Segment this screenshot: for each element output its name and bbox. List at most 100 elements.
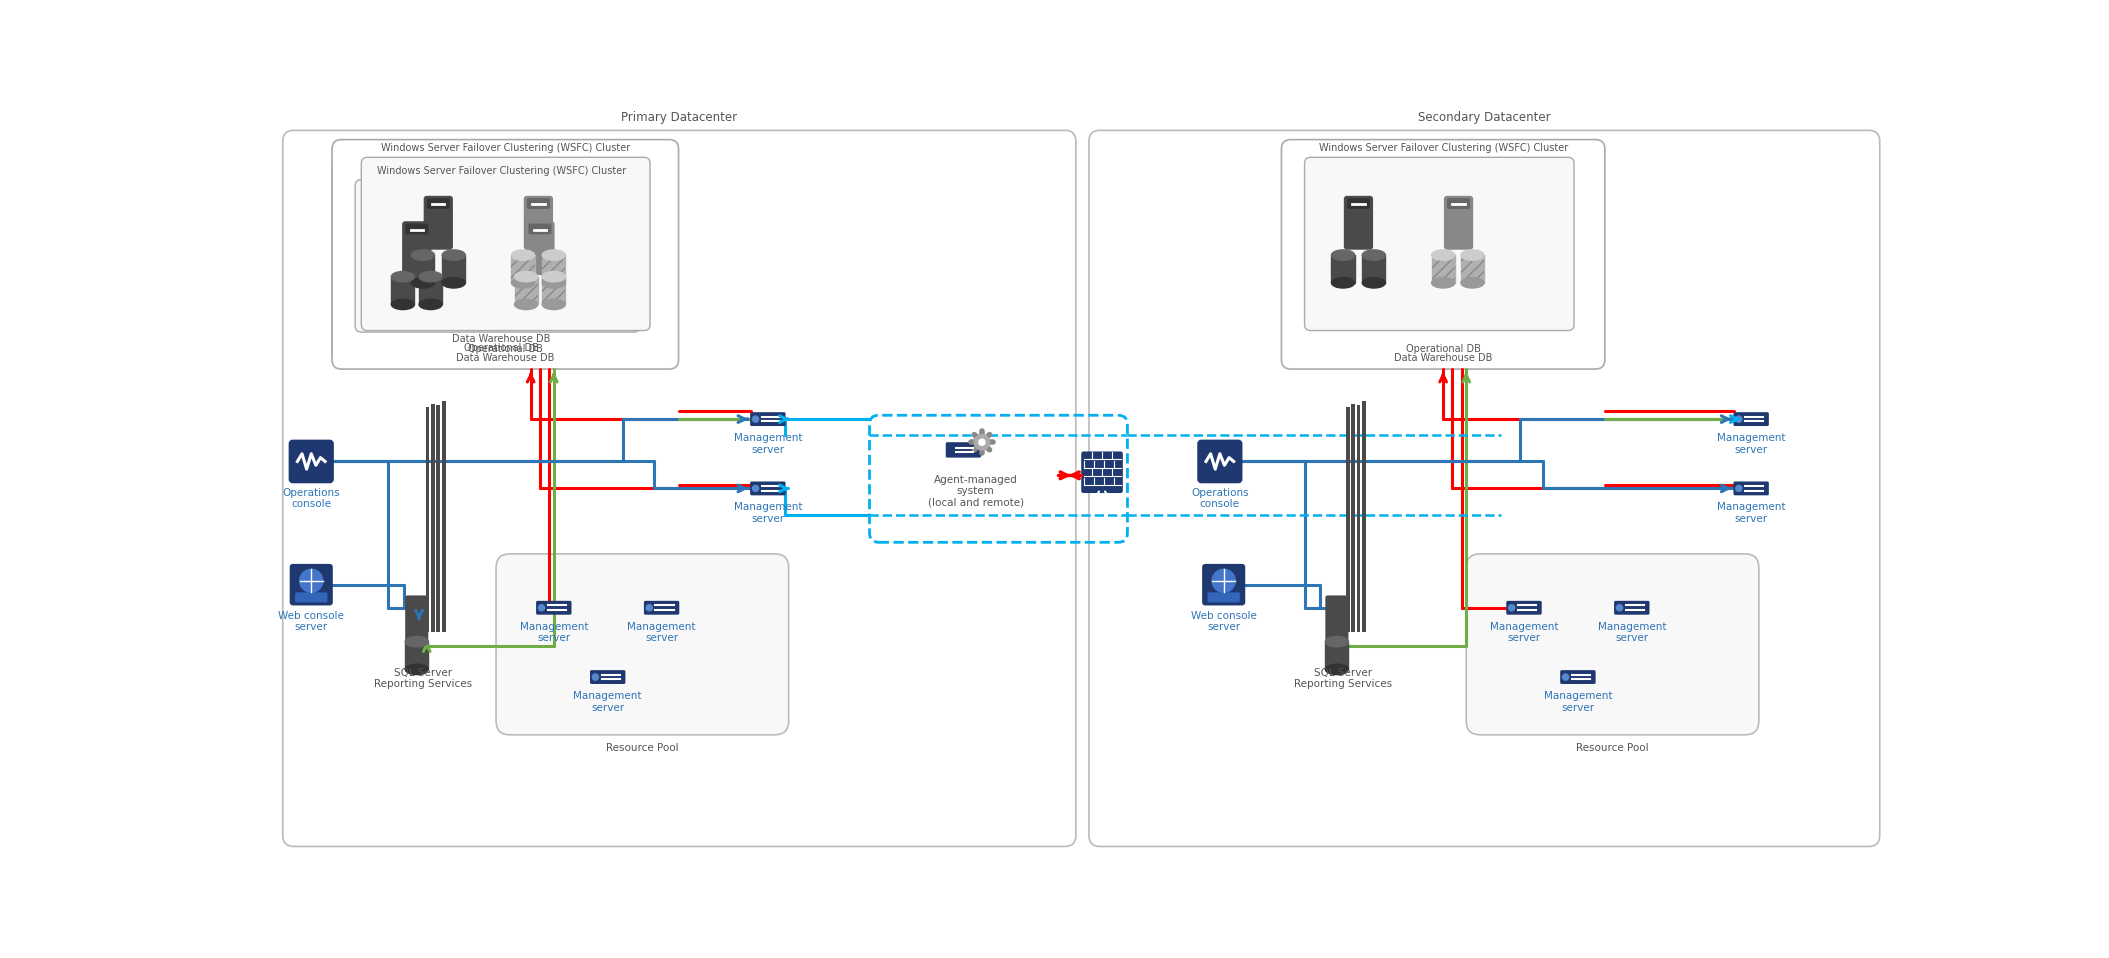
Circle shape: [753, 486, 759, 491]
Bar: [1331, 255, 1354, 283]
Bar: [542, 277, 565, 305]
FancyBboxPatch shape: [1613, 601, 1649, 615]
Ellipse shape: [392, 271, 415, 282]
FancyBboxPatch shape: [529, 223, 550, 235]
FancyBboxPatch shape: [1305, 157, 1573, 331]
FancyBboxPatch shape: [405, 596, 428, 643]
Circle shape: [645, 604, 652, 611]
FancyBboxPatch shape: [1198, 441, 1242, 482]
Text: Web console
server: Web console server: [278, 611, 344, 632]
Ellipse shape: [542, 271, 565, 282]
Text: Management
server: Management server: [1597, 622, 1666, 643]
FancyBboxPatch shape: [527, 198, 550, 209]
FancyBboxPatch shape: [1082, 451, 1122, 493]
Circle shape: [1563, 674, 1569, 680]
FancyBboxPatch shape: [1348, 198, 1371, 209]
Circle shape: [1213, 569, 1236, 592]
FancyBboxPatch shape: [536, 601, 572, 615]
Text: Data Warehouse DB: Data Warehouse DB: [1394, 353, 1493, 363]
FancyBboxPatch shape: [1282, 140, 1605, 369]
Bar: [542, 277, 565, 305]
Bar: [1346, 407, 1350, 632]
Bar: [515, 277, 538, 305]
Text: Management
server: Management server: [574, 691, 641, 713]
Text: Windows Server Failover Clustering (WSFC) Cluster: Windows Server Failover Clustering (WSFC…: [1318, 143, 1567, 152]
FancyBboxPatch shape: [1202, 564, 1244, 605]
Ellipse shape: [515, 271, 538, 282]
Text: Web console
server: Web console server: [1192, 611, 1257, 632]
Bar: [542, 255, 565, 283]
Text: Agent-managed
system
(local and remote): Agent-managed system (local and remote): [928, 474, 1023, 508]
Circle shape: [753, 416, 759, 422]
Ellipse shape: [1331, 278, 1354, 288]
Bar: [420, 277, 443, 305]
Text: Management
server: Management server: [519, 622, 588, 643]
FancyBboxPatch shape: [1447, 198, 1470, 209]
Bar: [405, 642, 428, 670]
Bar: [1362, 401, 1367, 632]
Ellipse shape: [411, 250, 434, 261]
FancyBboxPatch shape: [1208, 592, 1240, 603]
Bar: [1362, 255, 1386, 283]
Circle shape: [974, 435, 989, 450]
Bar: [430, 403, 434, 632]
Bar: [1432, 255, 1455, 283]
Ellipse shape: [512, 250, 534, 261]
Text: Windows Server Failover Clustering (WSFC) Cluster: Windows Server Failover Clustering (WSFC…: [378, 166, 626, 175]
FancyBboxPatch shape: [523, 195, 553, 250]
Bar: [515, 277, 538, 305]
Ellipse shape: [515, 299, 538, 309]
Ellipse shape: [1462, 278, 1485, 288]
Bar: [1462, 255, 1485, 283]
Text: Management
server: Management server: [734, 502, 801, 524]
Text: Management
server: Management server: [1544, 691, 1611, 713]
FancyBboxPatch shape: [289, 564, 333, 605]
FancyBboxPatch shape: [361, 157, 650, 331]
FancyBboxPatch shape: [1734, 482, 1769, 495]
Circle shape: [1736, 486, 1742, 491]
FancyBboxPatch shape: [591, 671, 626, 684]
Text: Operations
console: Operations console: [1192, 488, 1249, 510]
FancyBboxPatch shape: [1734, 412, 1769, 426]
Text: Resource Pool: Resource Pool: [1575, 742, 1649, 753]
Bar: [411, 255, 434, 283]
Bar: [441, 401, 445, 632]
Ellipse shape: [1362, 250, 1386, 261]
Ellipse shape: [392, 299, 415, 309]
Bar: [1324, 642, 1348, 670]
FancyBboxPatch shape: [496, 554, 789, 735]
Ellipse shape: [1362, 278, 1386, 288]
FancyBboxPatch shape: [1561, 671, 1597, 684]
Text: SQL Server
Reporting Services: SQL Server Reporting Services: [1295, 668, 1392, 690]
Text: Operations
console: Operations console: [283, 488, 340, 510]
Bar: [1352, 403, 1354, 632]
Text: Windows Server Failover Clustering (WSFC) Cluster: Windows Server Failover Clustering (WSFC…: [380, 143, 631, 152]
Ellipse shape: [1324, 664, 1348, 674]
FancyBboxPatch shape: [331, 140, 679, 369]
FancyBboxPatch shape: [295, 592, 327, 603]
Text: Management
server: Management server: [626, 622, 696, 643]
Ellipse shape: [405, 664, 428, 674]
Circle shape: [979, 439, 985, 445]
Text: Secondary Datacenter: Secondary Datacenter: [1417, 111, 1550, 125]
Ellipse shape: [1462, 250, 1485, 261]
Circle shape: [538, 604, 544, 611]
Text: Management
server: Management server: [1489, 622, 1559, 643]
FancyBboxPatch shape: [331, 155, 671, 363]
FancyBboxPatch shape: [751, 412, 785, 426]
Text: Management
server: Management server: [1717, 502, 1786, 524]
Bar: [1462, 255, 1485, 283]
FancyBboxPatch shape: [426, 198, 449, 209]
Bar: [512, 255, 534, 283]
Circle shape: [1508, 604, 1514, 611]
Bar: [392, 277, 415, 305]
Ellipse shape: [1331, 250, 1354, 261]
Ellipse shape: [542, 278, 565, 288]
Bar: [542, 255, 565, 283]
Text: Operational DB: Operational DB: [1407, 344, 1481, 354]
FancyBboxPatch shape: [643, 601, 679, 615]
Bar: [437, 405, 441, 632]
Bar: [443, 255, 466, 283]
FancyBboxPatch shape: [1088, 130, 1879, 847]
FancyBboxPatch shape: [1343, 195, 1373, 250]
